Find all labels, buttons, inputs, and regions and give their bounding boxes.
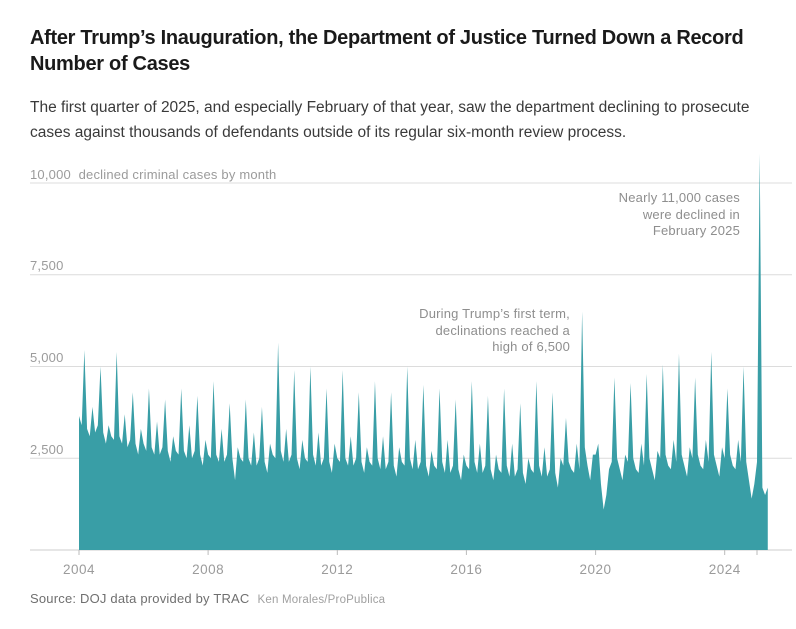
area-chart bbox=[0, 140, 796, 560]
annotation-line: February 2025 bbox=[652, 223, 740, 238]
annotation-line: Nearly 11,000 cases bbox=[618, 190, 740, 205]
x-axis-label-2016: 2016 bbox=[450, 562, 483, 577]
x-axis-label-2012: 2012 bbox=[321, 562, 354, 577]
annotation-trump-first-term: During Trump’s first term, declinations … bbox=[370, 306, 570, 356]
y-axis-label-7500: 7,500 bbox=[30, 258, 64, 273]
x-axis-label-2024: 2024 bbox=[708, 562, 741, 577]
annotation-line: During Trump’s first term, bbox=[419, 306, 570, 321]
annotation-line: declinations reached a bbox=[435, 322, 570, 338]
x-axis-label-2020: 2020 bbox=[579, 562, 612, 577]
x-axis-label-2008: 2008 bbox=[192, 562, 225, 577]
y-tick-10000: 10,000 bbox=[30, 167, 71, 182]
x-axis-label-2004: 2004 bbox=[62, 562, 96, 577]
source-text: Source: DOJ data provided by TRAC bbox=[30, 591, 250, 606]
y-axis-label-2500: 2,500 bbox=[30, 442, 64, 457]
credit-text: Ken Morales/ProPublica bbox=[257, 594, 386, 606]
y-axis-label-10000: 10,000 declined criminal cases by month bbox=[30, 167, 276, 182]
annotation-feb-2025: Nearly 11,000 cases were declined in Feb… bbox=[540, 190, 740, 240]
declined-cases-area bbox=[79, 153, 768, 550]
annotation-line: were declined in bbox=[642, 206, 740, 222]
annotation-line: high of 6,500 bbox=[492, 339, 570, 354]
page-subtitle: The first quarter of 2025, and especiall… bbox=[30, 98, 750, 141]
y-axis-unit-text: declined criminal cases by month bbox=[78, 167, 277, 182]
chart-canvas bbox=[30, 153, 792, 555]
source-row: Source: DOJ data provided by TRAC Ken Mor… bbox=[30, 590, 385, 608]
y-axis-label-5000: 5,000 bbox=[30, 350, 64, 365]
page-title: After Trump’s Inauguration, the Departme… bbox=[30, 27, 744, 76]
